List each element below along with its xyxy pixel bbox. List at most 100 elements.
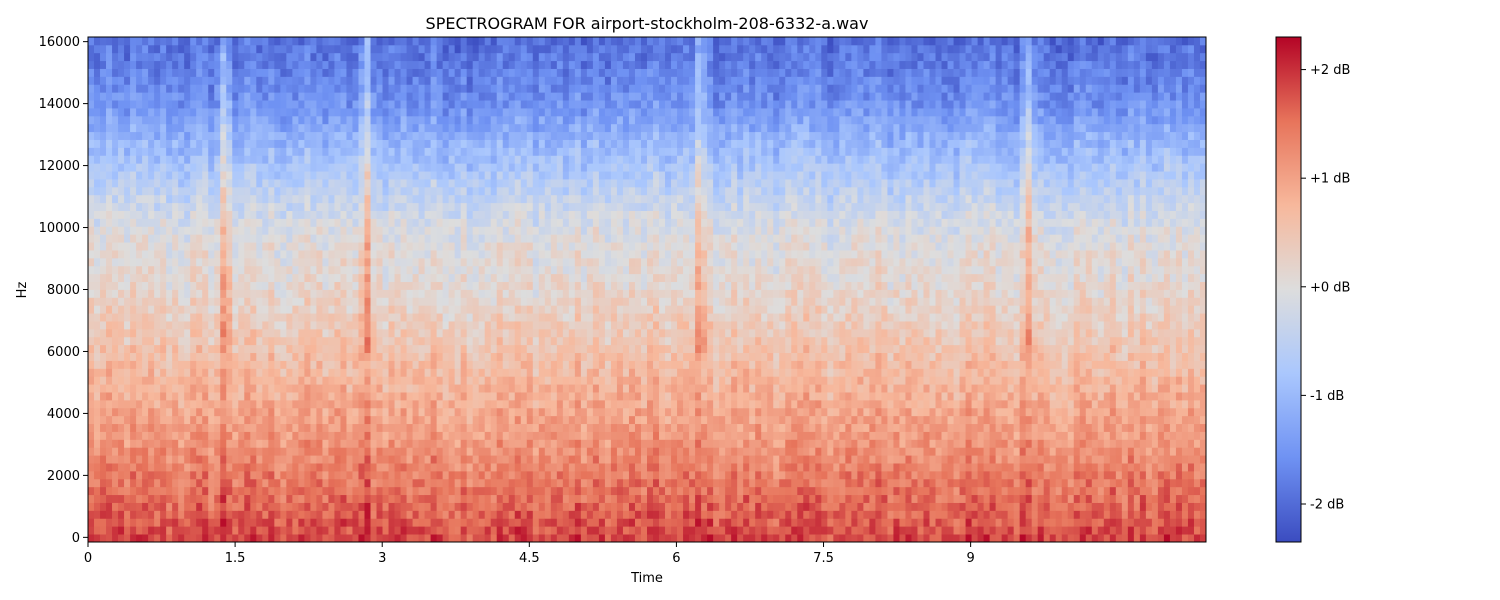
heatmap-cell (370, 447, 377, 456)
heatmap-cell (214, 328, 221, 338)
heatmap-cell (214, 171, 221, 180)
heatmap-cell (184, 344, 191, 354)
heatmap-cell (160, 534, 167, 543)
heatmap-cell (322, 60, 329, 69)
heatmap-cell (436, 76, 444, 85)
heatmap-cell (388, 186, 395, 196)
heatmap-cell (172, 368, 179, 377)
heatmap-cell (118, 179, 125, 188)
heatmap-cell (274, 336, 281, 346)
heatmap-cell (322, 265, 329, 275)
heatmap-cell (100, 447, 107, 456)
heatmap-cell (256, 147, 263, 156)
heatmap-cell (496, 242, 504, 251)
heatmap-cell (208, 463, 215, 472)
heatmap-cell (202, 250, 209, 259)
heatmap-cell (472, 250, 480, 259)
heatmap-cell (256, 376, 263, 385)
heatmap-cell (436, 100, 444, 109)
heatmap-cell (406, 431, 413, 440)
heatmap-cell (214, 423, 221, 432)
heatmap-cell (346, 257, 353, 267)
heatmap-cell (154, 44, 161, 54)
heatmap-cell (442, 210, 450, 219)
heatmap-cell (502, 455, 510, 464)
heatmap-cell (394, 218, 401, 227)
heatmap-cell (364, 455, 371, 464)
heatmap-cell (232, 218, 239, 227)
heatmap-cell (268, 321, 275, 330)
heatmap-cell (106, 431, 113, 440)
heatmap-cell (316, 68, 323, 77)
heatmap-cell (448, 305, 456, 314)
heatmap-cell (460, 344, 468, 354)
heatmap-cell (424, 210, 432, 219)
heatmap-cell (136, 171, 143, 180)
heatmap-cell (304, 273, 311, 283)
heatmap-cell (424, 100, 432, 109)
heatmap-cell (250, 423, 257, 432)
heatmap-cell (340, 68, 347, 77)
heatmap-cell (112, 257, 119, 267)
heatmap-cell (208, 399, 215, 409)
heatmap-cell (106, 305, 113, 314)
heatmap-cell (526, 494, 534, 503)
heatmap-cell (400, 439, 407, 448)
heatmap-cell (214, 76, 221, 85)
heatmap-cell (328, 439, 335, 448)
heatmap-cell (406, 92, 413, 101)
heatmap-cell (550, 328, 558, 338)
heatmap-cell (532, 115, 540, 125)
heatmap-cell (526, 92, 534, 101)
heatmap-cell (124, 399, 131, 409)
heatmap-cell (142, 510, 149, 519)
heatmap-cell (388, 242, 395, 251)
heatmap-cell (370, 100, 377, 109)
heatmap-cell (388, 210, 395, 219)
heatmap-cell (124, 534, 131, 543)
heatmap-cell (250, 439, 257, 448)
heatmap-cell (388, 518, 395, 527)
heatmap-cell (388, 455, 395, 464)
heatmap-cell (118, 163, 125, 172)
heatmap-cell (490, 210, 498, 219)
heatmap-cell (208, 234, 215, 243)
heatmap-cell (472, 139, 480, 148)
heatmap-cell (376, 139, 383, 148)
heatmap-cell (412, 502, 419, 511)
heatmap-cell (88, 92, 95, 101)
heatmap-cell (292, 265, 299, 275)
heatmap-cell (124, 368, 131, 377)
heatmap-cell (508, 415, 516, 425)
heatmap-cell (202, 194, 209, 204)
heatmap-cell (520, 226, 528, 235)
heatmap-cell (520, 352, 528, 361)
heatmap-cell (136, 37, 143, 46)
heatmap-cell (202, 352, 209, 361)
heatmap-cell (316, 171, 323, 180)
heatmap-cell (238, 265, 245, 275)
heatmap-cell (544, 510, 552, 519)
heatmap-cell (472, 494, 480, 503)
heatmap-cell (538, 155, 546, 164)
heatmap-cell (388, 273, 395, 283)
heatmap-cell (118, 344, 125, 354)
heatmap-cell (304, 100, 311, 109)
heatmap-cell (280, 407, 287, 417)
heatmap-cell (442, 415, 450, 425)
heatmap-cell (166, 399, 173, 409)
heatmap-cell (484, 257, 492, 267)
heatmap-cell (364, 510, 371, 519)
heatmap-cell (340, 202, 347, 211)
heatmap-cell (112, 328, 119, 338)
heatmap-cell (244, 463, 251, 472)
heatmap-cell (226, 336, 233, 346)
heatmap-cell (526, 281, 534, 290)
heatmap-cell (172, 210, 179, 219)
heatmap-cell (244, 92, 251, 101)
heatmap-cell (352, 84, 359, 93)
heatmap-cell (292, 202, 299, 211)
heatmap-cell (430, 218, 438, 227)
heatmap-cell (334, 305, 341, 314)
heatmap-cell (520, 439, 528, 448)
